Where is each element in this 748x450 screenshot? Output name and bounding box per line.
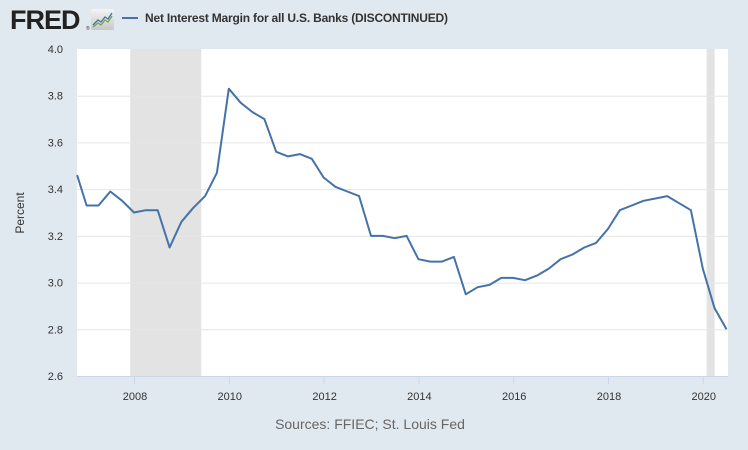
legend-label: Net Interest Margin for all U.S. Banks (… <box>145 11 448 25</box>
x-tick-label: 2016 <box>502 391 526 403</box>
recession-shade <box>130 49 202 376</box>
y-tick-label: 3.0 <box>48 278 63 290</box>
x-tick-label: 2010 <box>218 391 242 403</box>
recession-shade <box>706 49 715 376</box>
x-tick-label: 2020 <box>692 391 716 403</box>
x-tick-label: 2014 <box>407 391 431 403</box>
y-tick-label: 2.6 <box>48 371 63 383</box>
line-chart: 4.0 3.8 3.6 3.4 3.2 3.0 2.8 2.6 2008 2010 2012 201… <box>13 44 728 403</box>
y-tick-label: 3.4 <box>48 184 63 196</box>
x-tick-label: 2008 <box>123 391 147 403</box>
fred-chart-icon <box>91 9 114 30</box>
data-series-line[interactable] <box>76 87 728 330</box>
x-tick-label: 2018 <box>597 391 621 403</box>
y-tick-label: 3.2 <box>48 231 63 243</box>
y-tick-label: 4.0 <box>48 44 63 56</box>
legend[interactable]: Net Interest Margin for all U.S. Banks (… <box>122 11 448 25</box>
logo-trademark: ® <box>86 26 90 32</box>
y-tick-label: 2.8 <box>48 324 63 336</box>
y-axis-label: Percent <box>13 192 27 234</box>
x-tick-label: 2012 <box>312 391 336 403</box>
x-axis-ticks: 2008 2010 2012 2014 2016 2018 2020 <box>123 376 716 403</box>
legend-line-swatch <box>122 17 138 19</box>
y-tick-label: 3.6 <box>48 137 63 149</box>
chart-header: FRED ® Net Interest Margin for all U.S. … <box>0 0 748 40</box>
source-note: Sources: FFIEC; St. Louis Fed <box>275 416 465 432</box>
fred-logo[interactable]: FRED <box>10 5 80 35</box>
y-axis-ticks: 4.0 3.8 3.6 3.4 3.2 3.0 2.8 2.6 <box>48 44 63 383</box>
y-tick-label: 3.8 <box>48 91 63 103</box>
